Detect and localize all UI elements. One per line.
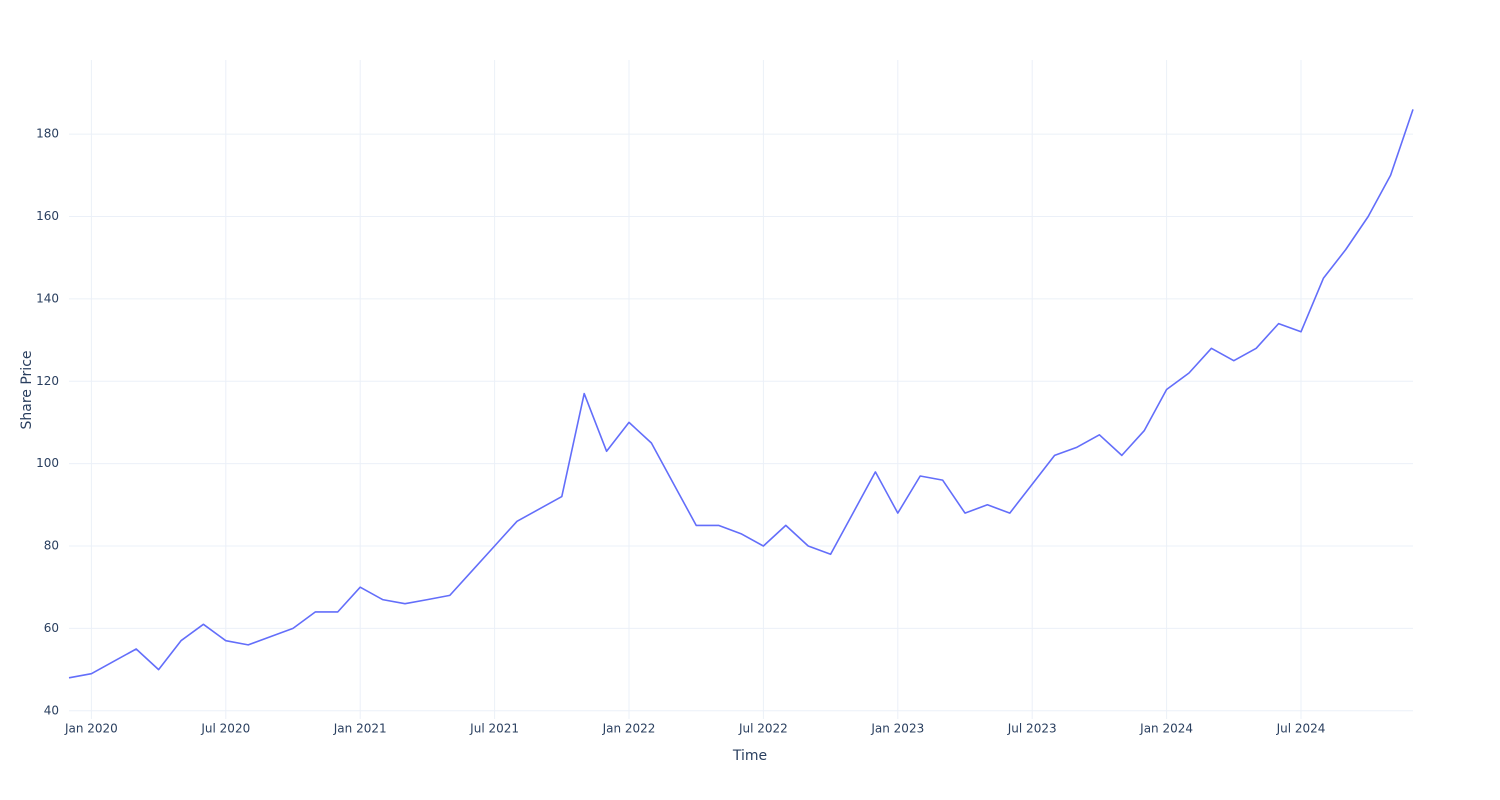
grid	[69, 60, 1413, 719]
x-tick-label: Jan 2023	[870, 722, 924, 736]
x-tick-label: Jan 2022	[602, 722, 656, 736]
y-tick-label: 80	[44, 539, 59, 553]
x-tick-label: Jan 2021	[333, 722, 387, 736]
x-tick-label: Jan 2024	[1139, 722, 1193, 736]
x-tick-label: Jul 2020	[200, 722, 250, 736]
x-tick-label: Jul 2022	[738, 722, 788, 736]
y-tick-label: 140	[36, 291, 59, 305]
y-tick-label: 180	[36, 127, 59, 141]
y-tick-label: 100	[36, 456, 59, 470]
x-tick-label: Jan 2020	[64, 722, 118, 736]
line	[68, 109, 1414, 679]
y-tick-label: 60	[44, 621, 59, 635]
x-axis-label: Time	[732, 748, 767, 764]
y-tick-label: 40	[44, 703, 59, 717]
y-tick-label: 160	[36, 209, 59, 223]
x-tick-label: Jul 2024	[1276, 722, 1326, 736]
y-tick-label: 120	[36, 374, 59, 388]
x-tick-label: Jul 2021	[469, 722, 519, 736]
x-tick-label: Jul 2023	[1007, 722, 1057, 736]
y-axis-label: Share Price	[19, 350, 35, 429]
